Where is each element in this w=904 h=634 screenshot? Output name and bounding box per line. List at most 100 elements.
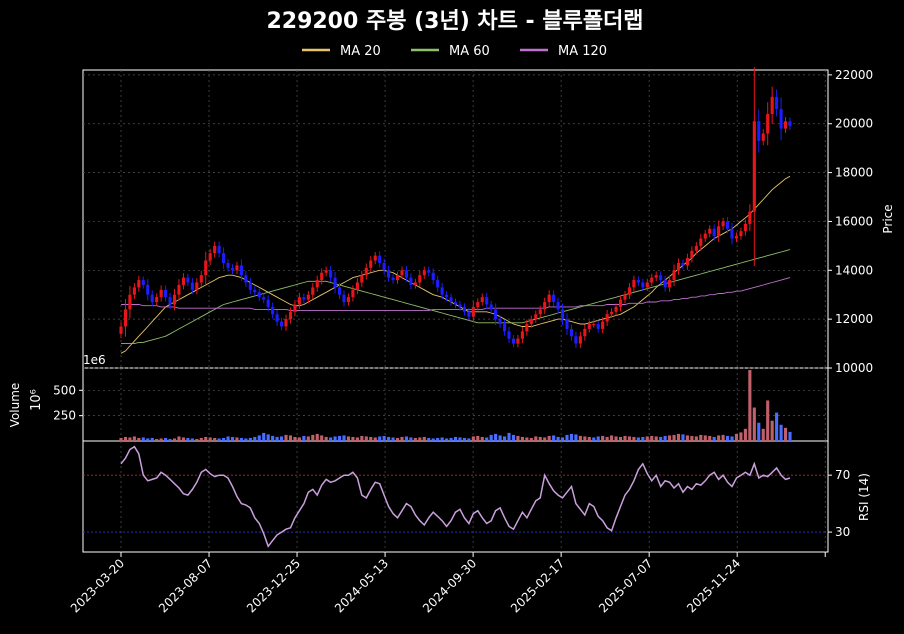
- candle-body: [382, 262, 386, 271]
- candle-body: [431, 272, 435, 281]
- x-tick-label: 2023-08-07: [156, 556, 215, 615]
- candle-body: [391, 277, 395, 281]
- volume-bar: [413, 437, 417, 441]
- volume-bar: [279, 436, 284, 441]
- volume-bar: [498, 435, 502, 441]
- candle-body: [748, 211, 752, 224]
- candle-body: [230, 267, 235, 271]
- volume-bar: [427, 437, 431, 441]
- candle-body: [302, 297, 306, 300]
- volume-bar: [623, 435, 627, 441]
- volume-bar: [538, 436, 542, 441]
- candle-body: [373, 255, 377, 261]
- volume-bar: [324, 436, 328, 441]
- volume-bar: [119, 437, 123, 441]
- volume-bar: [516, 435, 520, 441]
- volume-bar: [712, 436, 716, 441]
- candle-body: [395, 275, 400, 281]
- candle-body: [462, 306, 466, 312]
- chart-title: 229200 주봉 (3년) 차트 - 블루폴더랩: [266, 9, 643, 34]
- candle-body: [333, 277, 337, 288]
- volume-bar: [471, 436, 475, 441]
- candle-body: [266, 299, 270, 307]
- candle-body: [418, 275, 422, 283]
- volume-bar: [373, 437, 377, 441]
- candle-body: [449, 297, 453, 303]
- volume-bar: [141, 437, 145, 441]
- candle-body: [164, 289, 168, 298]
- volume-bar: [547, 435, 551, 441]
- candle-body: [137, 280, 141, 288]
- candle-body: [569, 328, 574, 337]
- candle-body: [458, 304, 462, 307]
- candle-body: [284, 319, 288, 327]
- candle-body: [543, 302, 547, 310]
- volume-bar: [400, 436, 404, 441]
- candle-body: [574, 336, 578, 344]
- candle-body: [627, 287, 632, 295]
- volume-bar: [721, 434, 725, 441]
- candle-body: [489, 304, 493, 310]
- candle-body: [271, 306, 275, 315]
- candle-body: [708, 228, 712, 234]
- ma120-line: [121, 277, 791, 312]
- volume-bar: [645, 436, 649, 441]
- candle-body: [123, 309, 128, 327]
- candle-body: [685, 258, 689, 266]
- candle-body: [199, 275, 203, 283]
- legend: MA 20 MA 60 MA 120: [302, 44, 607, 59]
- volume-bar: [128, 437, 132, 441]
- candle-body: [257, 292, 261, 298]
- candle-body: [471, 306, 475, 317]
- candle-body: [195, 282, 199, 290]
- candle-body: [186, 277, 190, 283]
- x-tick-label: 2025-07-07: [596, 556, 655, 615]
- candle-body: [717, 226, 721, 237]
- candle-body: [511, 338, 516, 344]
- volume-bar: [560, 437, 565, 441]
- ma60-line: [121, 249, 791, 345]
- legend-label: MA 20: [340, 44, 381, 59]
- candle-body: [775, 96, 779, 110]
- moving-averages: [120, 175, 791, 354]
- volume-bar: [395, 437, 400, 441]
- price-axis-label: Price: [881, 204, 895, 233]
- candle-body: [253, 289, 257, 293]
- candle-body: [507, 331, 511, 339]
- volume-bar: [378, 436, 382, 441]
- volume-bar: [266, 434, 270, 441]
- volume-bar: [476, 435, 480, 441]
- candle-body: [516, 338, 520, 344]
- candle-body: [311, 287, 315, 295]
- volume-bar: [632, 436, 636, 441]
- candle-body: [783, 121, 788, 129]
- volume-bar: [217, 438, 221, 441]
- volume-bar: [502, 436, 507, 441]
- rsi-panel-frame: [82, 440, 829, 553]
- x-tick-label: 2024-05-13: [332, 556, 391, 615]
- candle-body: [757, 121, 761, 141]
- volume-bar: [293, 436, 297, 441]
- volume-bar: [614, 436, 618, 441]
- volume-bar: [271, 435, 275, 441]
- rsi-series-line: [120, 445, 791, 548]
- candle-body: [480, 297, 484, 303]
- volume-bar: [364, 436, 368, 441]
- candle-body: [155, 297, 159, 303]
- volume-bar: [676, 433, 681, 441]
- candle-body: [213, 245, 217, 254]
- candle-body: [739, 231, 743, 237]
- candle-body: [676, 262, 681, 271]
- candle-body: [498, 319, 502, 325]
- volume-bar: [159, 438, 163, 441]
- candle-body: [703, 233, 707, 239]
- price-panel-frame: [82, 69, 829, 369]
- volume-bar: [654, 436, 658, 441]
- volume-bar: [132, 436, 136, 441]
- volume-bar: [480, 436, 484, 441]
- rsi-tick-label: 30: [835, 525, 850, 539]
- candle-body: [190, 282, 194, 290]
- candle-body: [681, 262, 685, 266]
- candle-body: [534, 314, 538, 320]
- candle-body: [578, 336, 582, 344]
